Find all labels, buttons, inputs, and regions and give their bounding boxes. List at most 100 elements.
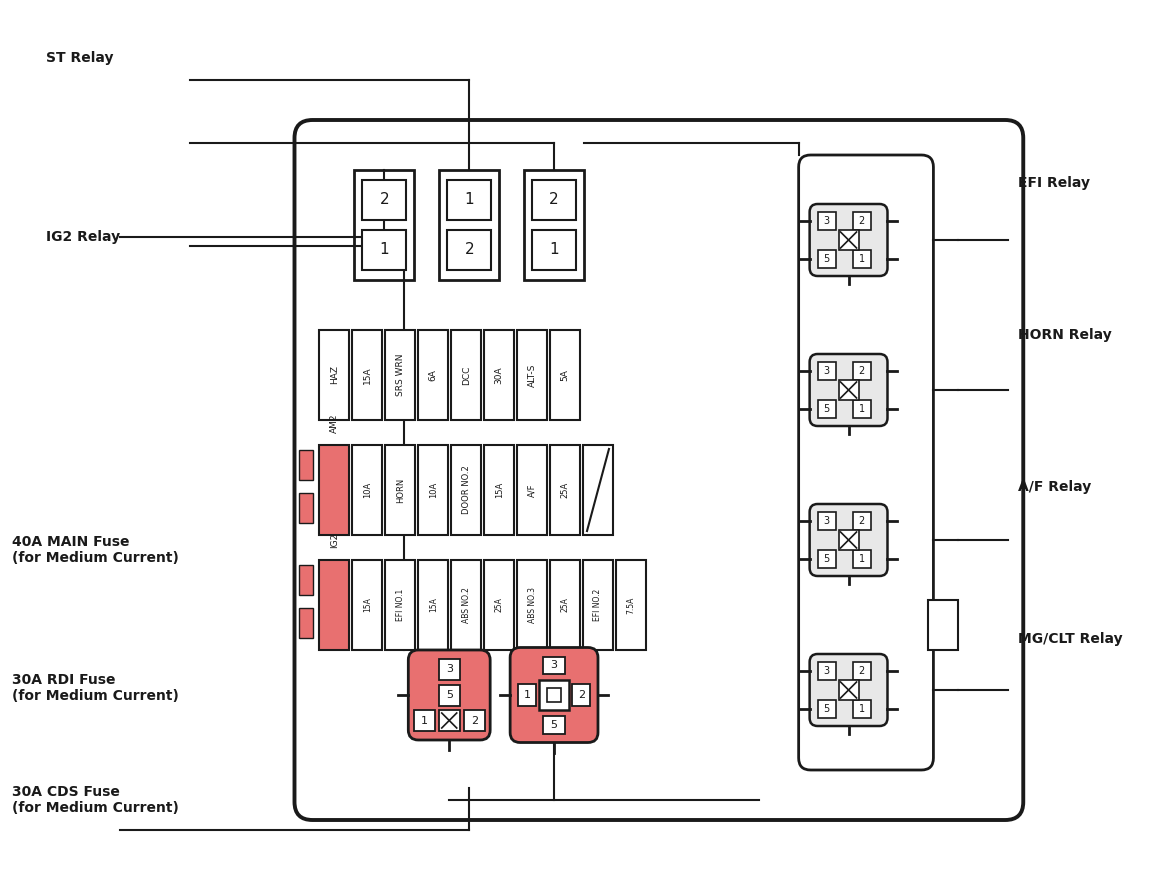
Text: 10A: 10A	[363, 482, 372, 498]
Bar	[517, 560, 547, 650]
Bar	[852, 362, 871, 380]
Text: 30A RDI Fuse
(for Medium Current): 30A RDI Fuse (for Medium Current)	[12, 673, 179, 704]
Text: DOOR NO.2: DOOR NO.2	[462, 466, 471, 514]
Bar	[547, 688, 561, 702]
Bar	[452, 445, 482, 535]
Bar	[300, 608, 313, 638]
Text: 1: 1	[550, 242, 559, 257]
Text: 2: 2	[464, 242, 473, 257]
Text: IG2: IG2	[329, 533, 339, 548]
Bar	[300, 493, 313, 523]
Text: 6A: 6A	[429, 369, 438, 381]
FancyBboxPatch shape	[408, 650, 490, 740]
Bar	[539, 680, 569, 710]
Bar	[852, 250, 871, 268]
Text: 2: 2	[858, 516, 865, 526]
Bar	[452, 330, 482, 420]
Text: 25A: 25A	[494, 597, 503, 612]
Text: 5A: 5A	[561, 369, 569, 381]
Bar	[300, 565, 313, 595]
Text: 1: 1	[858, 554, 865, 564]
Text: 1: 1	[858, 254, 865, 264]
Bar	[818, 362, 835, 380]
Text: 3: 3	[824, 366, 829, 376]
Text: 2: 2	[577, 690, 585, 700]
Text: HORN: HORN	[396, 477, 404, 502]
Text: 2: 2	[858, 216, 865, 226]
FancyBboxPatch shape	[810, 504, 887, 576]
Text: 15A: 15A	[429, 597, 438, 612]
Text: SRS WRN: SRS WRN	[396, 354, 404, 396]
Text: 10A: 10A	[429, 482, 438, 498]
Bar	[550, 560, 579, 650]
Bar	[517, 445, 547, 535]
Text: 7.5A: 7.5A	[627, 596, 636, 613]
Bar	[616, 560, 646, 650]
Text: 30A CDS Fuse
(for Medium Current): 30A CDS Fuse (for Medium Current)	[12, 785, 179, 815]
FancyBboxPatch shape	[810, 204, 887, 276]
Text: 3: 3	[824, 516, 829, 526]
Bar	[550, 445, 579, 535]
Bar	[583, 445, 613, 535]
Bar	[550, 330, 579, 420]
Text: 3: 3	[551, 661, 558, 670]
Text: 15A: 15A	[494, 482, 503, 498]
Bar	[418, 330, 448, 420]
Text: 1: 1	[464, 192, 473, 207]
Bar	[852, 700, 871, 718]
Text: 1: 1	[858, 404, 865, 414]
Bar	[517, 330, 547, 420]
Bar	[818, 212, 835, 230]
Text: HAZ: HAZ	[329, 366, 339, 384]
Bar	[447, 230, 491, 270]
Bar	[839, 680, 858, 700]
Text: AM2: AM2	[329, 414, 339, 433]
Text: IG2 Relay: IG2 Relay	[46, 230, 120, 244]
Bar	[439, 685, 460, 705]
Bar	[464, 710, 485, 731]
Text: 2: 2	[858, 366, 865, 376]
Bar	[418, 560, 448, 650]
Bar	[353, 560, 382, 650]
Text: 3: 3	[824, 666, 829, 676]
Bar	[452, 560, 482, 650]
Bar	[484, 330, 514, 420]
Bar	[414, 710, 434, 731]
FancyBboxPatch shape	[810, 654, 887, 726]
Text: 3: 3	[824, 216, 829, 226]
Bar	[319, 560, 349, 650]
Bar	[518, 684, 536, 706]
Bar	[543, 716, 564, 733]
Text: 5: 5	[824, 554, 829, 564]
Bar	[300, 450, 313, 480]
Bar	[818, 400, 835, 418]
Text: HORN Relay: HORN Relay	[1017, 328, 1112, 342]
Bar	[852, 212, 871, 230]
Text: 3: 3	[446, 664, 453, 674]
Bar	[484, 560, 514, 650]
Text: 5: 5	[551, 720, 558, 730]
Text: 25A: 25A	[561, 597, 569, 612]
Text: DCC: DCC	[462, 366, 471, 384]
Text: 2: 2	[471, 715, 478, 726]
Text: 5: 5	[824, 404, 829, 414]
Bar	[818, 250, 835, 268]
Text: 15A: 15A	[363, 367, 372, 384]
Bar	[439, 170, 499, 280]
Bar	[386, 445, 415, 535]
Text: 30A: 30A	[494, 367, 503, 384]
FancyBboxPatch shape	[295, 120, 1023, 820]
FancyBboxPatch shape	[510, 647, 598, 743]
Bar	[852, 550, 871, 568]
Bar	[386, 560, 415, 650]
Text: 40A MAIN Fuse
(for Medium Current): 40A MAIN Fuse (for Medium Current)	[12, 535, 179, 565]
Bar	[418, 445, 448, 535]
Text: ST Relay: ST Relay	[46, 51, 114, 65]
Bar	[852, 662, 871, 680]
Text: 25A: 25A	[561, 482, 569, 498]
Text: 1: 1	[420, 715, 427, 726]
Bar	[319, 445, 349, 535]
Bar	[353, 445, 382, 535]
Bar	[484, 445, 514, 535]
Bar	[818, 550, 835, 568]
